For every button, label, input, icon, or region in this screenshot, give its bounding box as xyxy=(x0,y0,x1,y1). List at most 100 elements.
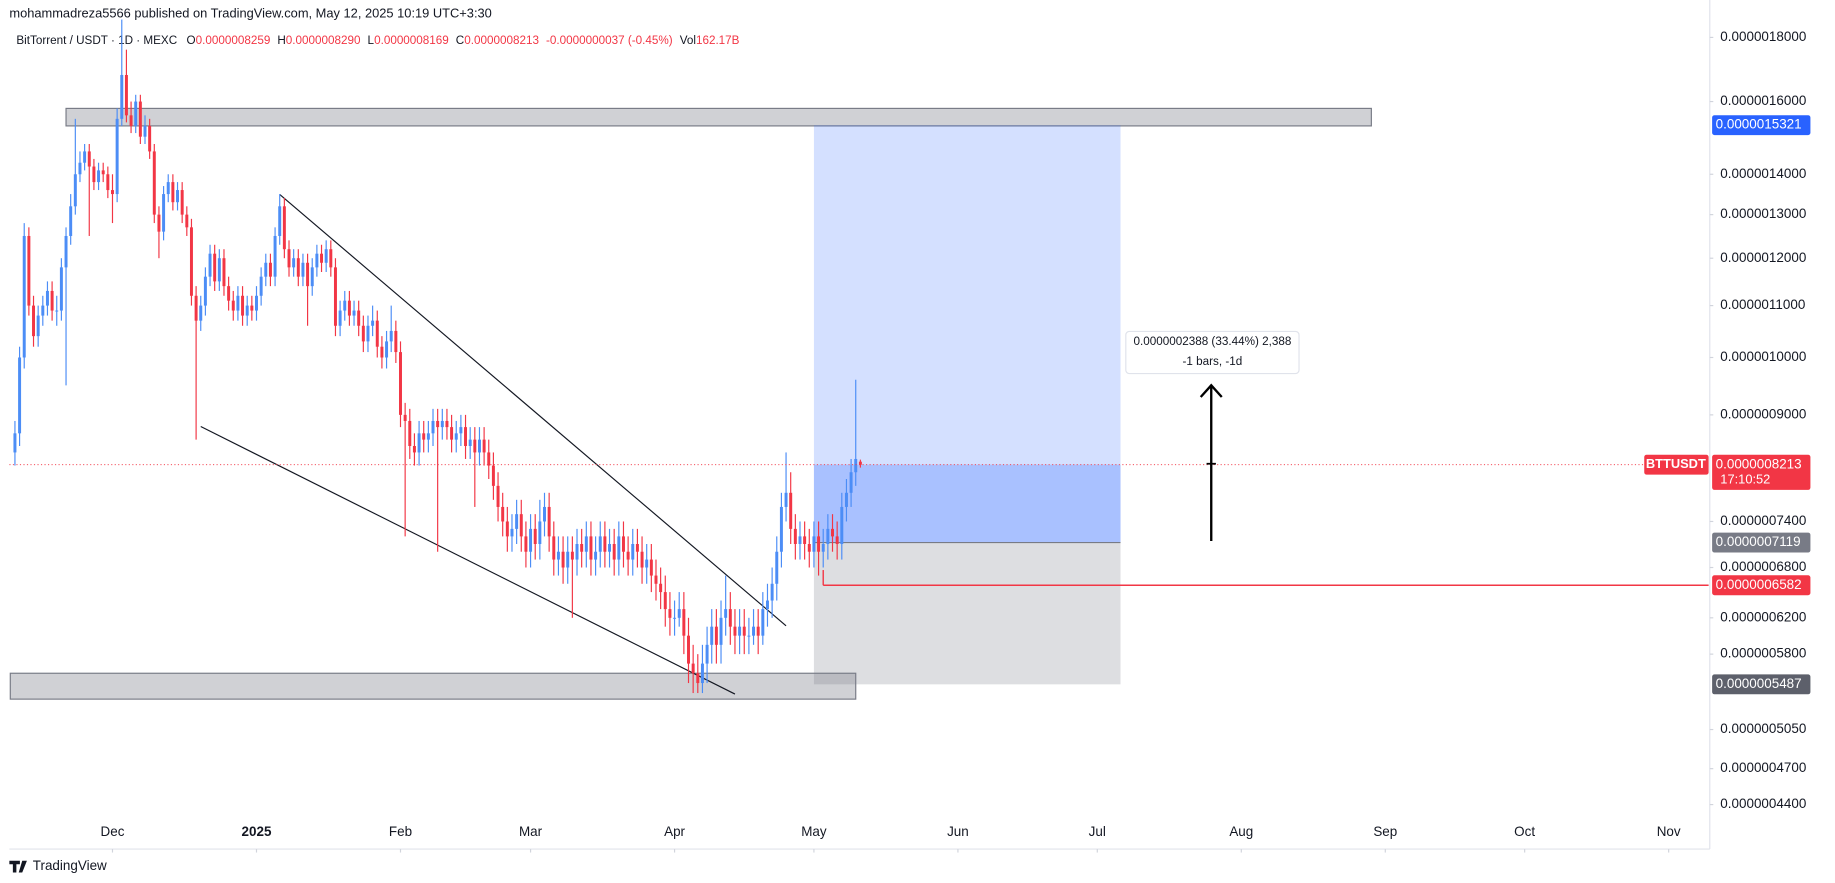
candle-body xyxy=(840,506,844,545)
candle-body xyxy=(338,310,342,326)
candle-body xyxy=(575,544,579,560)
candle-body xyxy=(59,267,63,311)
candle-body xyxy=(375,320,379,347)
candle-body xyxy=(552,536,556,560)
x-tick-label: Dec xyxy=(101,824,125,839)
candle-body xyxy=(752,626,756,636)
candle-body xyxy=(13,433,17,453)
candle-body xyxy=(663,592,667,610)
candle-body xyxy=(417,433,421,453)
candle-body xyxy=(185,214,189,228)
legend-key: O xyxy=(187,34,196,47)
candle-body xyxy=(73,174,77,207)
candle-body xyxy=(491,465,495,486)
candle-body xyxy=(566,551,570,568)
candle-body xyxy=(347,300,351,316)
candle-body xyxy=(826,528,830,545)
candle-body xyxy=(812,536,816,552)
candle-body xyxy=(106,174,110,191)
candle-body xyxy=(705,644,709,664)
candle-body xyxy=(227,286,231,301)
legend-key: H xyxy=(277,34,285,47)
candle-body xyxy=(255,295,258,311)
x-tick-label: Nov xyxy=(1657,824,1681,839)
candle-body xyxy=(529,528,533,552)
candle-body xyxy=(645,559,649,568)
candle-body xyxy=(673,617,677,619)
zone xyxy=(65,107,1372,127)
candle-body xyxy=(728,609,732,627)
y-tick-label: 0.0000013000 xyxy=(1720,206,1806,221)
candle-body xyxy=(626,551,630,560)
y-tick-label: 0.0000004700 xyxy=(1720,760,1806,775)
candle-body xyxy=(584,536,588,552)
candle-body xyxy=(756,626,760,636)
candle-body xyxy=(32,305,36,337)
target-zone xyxy=(813,125,1121,543)
y-tick-label: 0.0000009000 xyxy=(1720,406,1806,421)
symbol-tag-bg xyxy=(1644,454,1709,475)
candle-body xyxy=(69,206,73,236)
candle-body xyxy=(78,162,82,175)
symbol-legend: BitTorrent / USDT · 1D · MEXC O0.00000082… xyxy=(16,34,739,47)
candle-body xyxy=(315,253,319,268)
candle-body xyxy=(361,325,365,342)
y-tick-label: 0.0000014000 xyxy=(1720,166,1806,181)
legend-value: 162.17B xyxy=(696,34,740,47)
candle-body xyxy=(473,439,477,453)
footer: TradingView xyxy=(9,858,107,873)
candle-body xyxy=(598,536,602,552)
candle-body xyxy=(55,310,59,312)
candle-body xyxy=(259,276,263,296)
candle-body xyxy=(273,235,277,277)
entry-price-label: 0.0000007119 xyxy=(1716,534,1801,549)
candle-body xyxy=(250,305,254,311)
candle-body xyxy=(245,305,249,316)
candle-body xyxy=(134,101,138,126)
last-price-label: 0.0000008213 xyxy=(1716,456,1802,471)
candle-body xyxy=(533,528,537,545)
candle-body xyxy=(440,420,444,428)
candle-body xyxy=(547,506,551,537)
candle-body xyxy=(385,341,389,358)
candle-body xyxy=(101,170,105,175)
candle-body xyxy=(371,320,375,326)
legend-value: 0.0000008213 xyxy=(464,34,539,47)
candle-body xyxy=(282,206,286,250)
legend-key: L xyxy=(368,34,375,47)
candle-body xyxy=(176,190,180,203)
candle-body xyxy=(306,262,310,287)
candle-body xyxy=(635,544,639,552)
candle-body xyxy=(389,330,393,342)
brand-name: TradingView xyxy=(33,858,107,873)
candle-body xyxy=(617,536,621,560)
candle-body xyxy=(487,452,491,466)
measure-box: 0.0000002388 (33.44%) 2,388 -1 bars, -1d xyxy=(1125,330,1300,375)
x-tick-label: May xyxy=(801,824,827,839)
stop-line-label-bg xyxy=(1712,575,1811,596)
y-tick-label: 0.0000005800 xyxy=(1720,646,1806,661)
candle-body xyxy=(189,227,193,296)
arrow-head xyxy=(1199,383,1223,398)
x-tick-label: Sep xyxy=(1373,824,1397,839)
candle-body xyxy=(208,253,212,277)
candle-body xyxy=(765,600,769,610)
y-tick-label: 0.0000010000 xyxy=(1720,349,1806,364)
legend-value: 0.0000008259 xyxy=(196,34,271,47)
candle-body xyxy=(454,433,458,440)
candle-body xyxy=(724,609,728,618)
y-tick-label: 0.0000006800 xyxy=(1720,559,1806,574)
candle-body xyxy=(789,492,793,529)
candle-body xyxy=(770,583,774,601)
x-tick-label: Feb xyxy=(389,824,412,839)
candle-body xyxy=(798,536,802,545)
candle-body xyxy=(505,521,509,537)
candle-body xyxy=(738,626,742,636)
x-tick-label: Mar xyxy=(519,824,543,839)
candle-body xyxy=(129,115,133,126)
candle-body xyxy=(649,559,653,576)
y-tick-label: 0.0000006200 xyxy=(1720,609,1806,624)
symbol-name: BitTorrent / USDT · 1D · MEXC xyxy=(16,34,177,47)
stop-price-label-bg xyxy=(1712,674,1811,695)
candle-body xyxy=(621,536,625,552)
